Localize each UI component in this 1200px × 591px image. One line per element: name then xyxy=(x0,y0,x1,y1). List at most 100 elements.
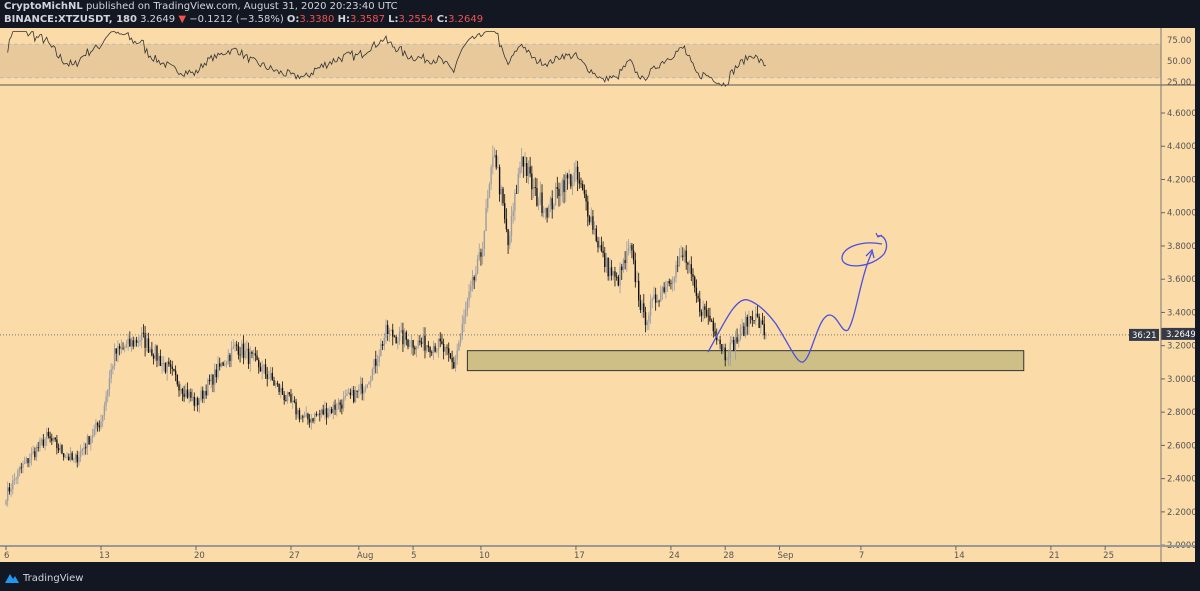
candle-body xyxy=(448,348,450,354)
candle-body xyxy=(473,277,475,281)
candle-body xyxy=(727,357,730,359)
candle-body xyxy=(631,245,633,251)
support-zone-rect[interactable] xyxy=(466,350,1025,372)
candle-body xyxy=(86,436,89,448)
candle-body xyxy=(763,323,765,336)
candle-body xyxy=(34,451,36,458)
price-tick-label: 2.4000 xyxy=(1167,475,1197,485)
candle-body xyxy=(353,389,355,403)
candle-body xyxy=(636,280,638,282)
candle-body xyxy=(217,363,219,378)
time-tick-label: 10 xyxy=(479,551,490,561)
candle-body xyxy=(369,380,372,383)
candle-body xyxy=(658,300,660,302)
author-name[interactable]: CryptoMichNL xyxy=(4,1,83,12)
candle-body xyxy=(732,339,735,351)
candle-body xyxy=(286,392,289,401)
candle-body xyxy=(683,250,686,257)
candle-body xyxy=(544,208,547,212)
candle-body xyxy=(56,439,58,449)
published-text: published on TradingView.com, August 31,… xyxy=(85,1,398,12)
candle-body xyxy=(244,350,246,358)
candle-body xyxy=(417,340,419,347)
candle-body xyxy=(624,260,626,264)
high-value: 3.3587 xyxy=(349,14,385,25)
candle-body xyxy=(481,249,484,257)
candle-body xyxy=(308,419,311,423)
candle-body xyxy=(330,408,333,413)
candle-body xyxy=(583,190,586,195)
candle-body xyxy=(349,392,352,395)
candle-body xyxy=(10,489,12,492)
candle-body xyxy=(621,266,623,271)
candle-body xyxy=(729,342,731,358)
candle-body xyxy=(588,216,591,223)
candle-body xyxy=(332,404,335,413)
candle-body xyxy=(575,166,577,173)
candle-body xyxy=(749,316,752,318)
candle-body xyxy=(576,166,579,180)
candle-body xyxy=(639,300,642,310)
candle-body xyxy=(666,281,669,287)
candle-body xyxy=(273,380,275,386)
candle-body xyxy=(8,487,11,492)
candle-body xyxy=(261,365,263,372)
candle-body xyxy=(275,383,277,386)
candle-body xyxy=(434,346,436,352)
candle-body xyxy=(677,265,679,267)
candle-body xyxy=(288,392,290,395)
candle-body xyxy=(519,167,521,174)
candle-body xyxy=(247,348,250,364)
candle-body xyxy=(203,391,206,399)
candle-body xyxy=(415,346,418,350)
candle-body xyxy=(337,402,340,410)
projection-path[interactable] xyxy=(707,251,873,363)
candle-body xyxy=(761,320,764,324)
time-axis[interactable]: 6 13 20 27 Aug 5 10 17 24 28 Sep 7 14 21 25 xyxy=(4,546,1114,561)
candle-body xyxy=(446,347,448,349)
candle-body xyxy=(726,358,728,361)
candle-body xyxy=(471,277,474,286)
candle-body xyxy=(515,193,518,194)
candle-body xyxy=(707,315,709,317)
candle-body xyxy=(105,396,107,406)
candle-body xyxy=(83,447,85,449)
candle-body xyxy=(429,347,431,353)
loop-arrow[interactable] xyxy=(841,235,888,267)
candle-body xyxy=(738,338,740,343)
support-zone[interactable] xyxy=(466,350,1025,372)
candle-body xyxy=(81,448,84,451)
candle-body xyxy=(271,373,274,381)
candle-body xyxy=(638,280,640,301)
candle-body xyxy=(717,339,720,341)
candle-body xyxy=(171,366,173,369)
candle-body xyxy=(702,306,704,316)
candle-body xyxy=(656,300,659,303)
candle-body xyxy=(334,404,336,410)
candle-body xyxy=(276,383,279,385)
candle-body xyxy=(283,394,285,401)
candle-body xyxy=(375,359,377,366)
candle-body xyxy=(522,156,525,167)
candle-body xyxy=(459,333,462,343)
candle-body xyxy=(390,329,392,331)
candle-body xyxy=(13,479,16,481)
candle-body xyxy=(604,253,606,267)
candle-body xyxy=(549,198,552,206)
candle-body xyxy=(347,392,350,394)
candle-body xyxy=(40,439,43,441)
brand-name[interactable]: TradingView xyxy=(23,572,84,584)
candle-body xyxy=(517,173,519,194)
candle-body xyxy=(98,425,100,428)
candle-body xyxy=(734,337,737,351)
candle-body xyxy=(629,245,631,249)
candle-body xyxy=(79,450,82,458)
candle-body xyxy=(124,347,126,349)
drawing-projection[interactable] xyxy=(707,232,888,363)
candle-body xyxy=(229,355,231,361)
price-chart[interactable]: 75.00 50.00 25.00 3.2649 36:21 4.6000 4.4000… xyxy=(0,28,1200,562)
candle-body xyxy=(35,447,38,458)
candle-body xyxy=(93,428,95,436)
candle-body xyxy=(76,454,78,463)
candle-body xyxy=(230,347,233,361)
